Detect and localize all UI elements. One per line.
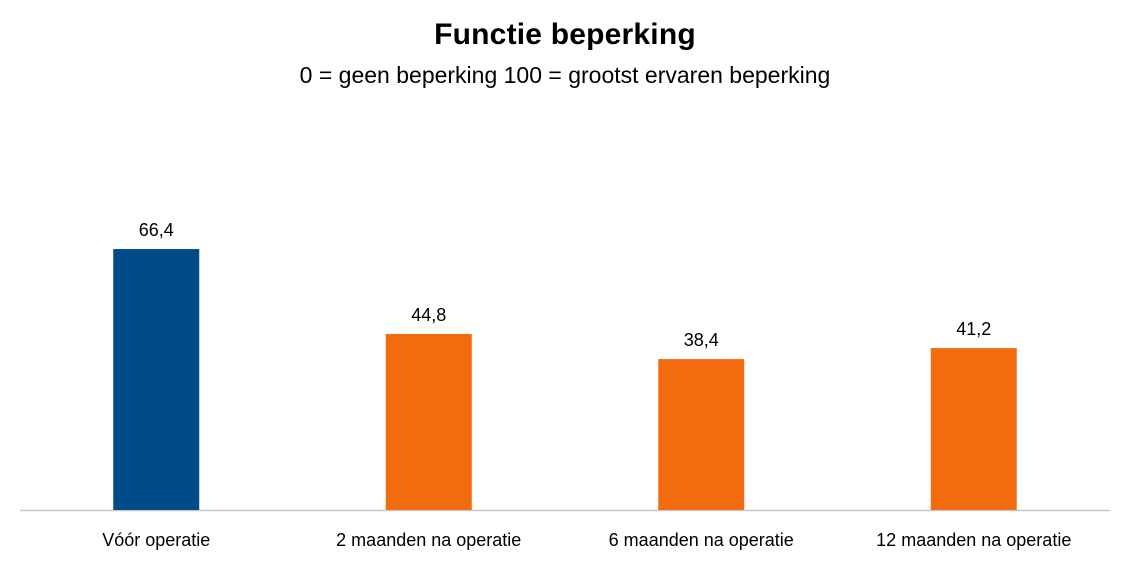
data-labels-group: 66,4 44,8 38,4 41,2 (139, 220, 992, 350)
data-label-4: 41,2 (956, 319, 991, 339)
x-tick-label-2: 2 maanden na operatie (336, 530, 521, 550)
x-tick-labels-group: Vóór operatie 2 maanden na operatie 6 maan… (102, 530, 1071, 550)
data-label-3: 38,4 (684, 330, 719, 350)
chart-subtitle: 0 = geen beperking 100 = grootst ervaren… (299, 62, 831, 88)
data-label-1: 66,4 (139, 220, 174, 240)
chart-title: Functie beperking (434, 18, 696, 51)
bar-2 (385, 333, 472, 510)
bars-group (113, 249, 1017, 510)
bar-1 (113, 249, 200, 510)
data-label-2: 44,8 (411, 305, 446, 325)
x-tick-label-3: 6 maanden na operatie (609, 530, 794, 550)
x-tick-label-4: 12 maanden na operatie (876, 530, 1071, 550)
x-tick-label-1: Vóór operatie (102, 530, 210, 550)
bar-3 (658, 359, 745, 510)
bar-4 (930, 348, 1017, 510)
